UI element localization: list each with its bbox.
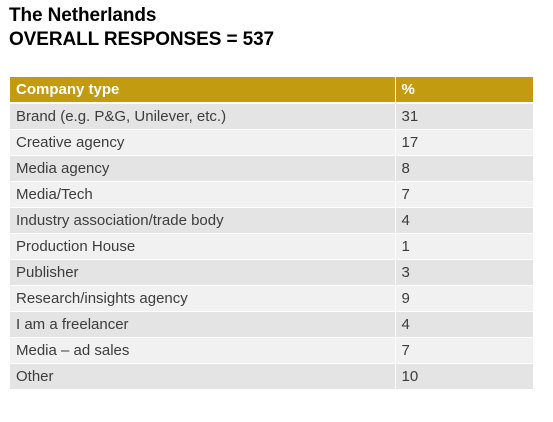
company-type-cell: Creative agency: [10, 129, 396, 156]
percent-cell: 31: [395, 103, 533, 130]
percent-cell: 9: [395, 285, 533, 312]
title-responses: OVERALL RESPONSES = 537: [9, 29, 275, 50]
company-type-cell: Media agency: [10, 155, 396, 182]
table-row: Production House 1: [10, 233, 533, 260]
percent-cell: 4: [395, 207, 533, 234]
company-type-cell: Media – ad sales: [10, 337, 396, 364]
table-row: Media/Tech 7: [10, 181, 533, 208]
percent-cell: 10: [395, 363, 533, 390]
column-header-company-type: Company type: [10, 77, 396, 104]
title-country: The Netherlands: [9, 5, 157, 26]
percent-cell: 8: [395, 155, 533, 182]
percent-cell: 7: [395, 337, 533, 364]
table-row: Media – ad sales 7: [10, 337, 533, 364]
table-row: Creative agency 17: [10, 129, 533, 156]
table-header-row: Company type %: [10, 77, 533, 104]
company-type-cell: Media/Tech: [10, 181, 396, 208]
company-type-table: Company type % Brand (e.g. P&G, Unilever…: [10, 77, 533, 390]
table-row: Media agency 8: [10, 155, 533, 182]
percent-cell: 17: [395, 129, 533, 156]
percent-cell: 1: [395, 233, 533, 260]
company-type-cell: Production House: [10, 233, 396, 260]
company-type-cell: Other: [10, 363, 396, 390]
page-title: The Netherlands OVERALL RESPONSES = 537: [9, 4, 274, 52]
company-type-cell: Research/insights agency: [10, 285, 396, 312]
percent-cell: 4: [395, 311, 533, 338]
table-row: Other 10: [10, 363, 533, 390]
table-row: I am a freelancer 4: [10, 311, 533, 338]
percent-cell: 3: [395, 259, 533, 286]
company-type-cell: Brand (e.g. P&G, Unilever, etc.): [10, 103, 396, 130]
table-row: Brand (e.g. P&G, Unilever, etc.) 31: [10, 103, 533, 130]
company-type-cell: I am a freelancer: [10, 311, 396, 338]
percent-cell: 7: [395, 181, 533, 208]
table-row: Publisher 3: [10, 259, 533, 286]
table-row: Industry association/trade body 4: [10, 207, 533, 234]
company-type-cell: Industry association/trade body: [10, 207, 396, 234]
column-header-percent: %: [395, 77, 533, 104]
table-row: Research/insights agency 9: [10, 285, 533, 312]
company-type-cell: Publisher: [10, 259, 396, 286]
